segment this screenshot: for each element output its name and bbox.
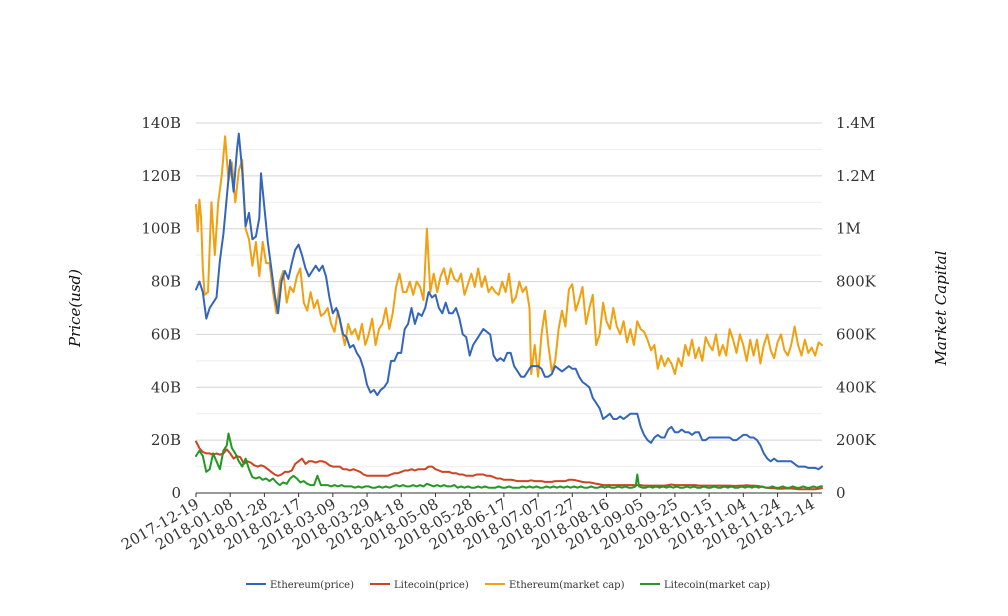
y-left-tick-label: 120B: [141, 167, 181, 185]
series-line-litecoin-market-cap: [195, 432, 823, 489]
y-axis-right-ticks: 0 200K 400K 600K 800K 1M 1.2M 1.4M: [836, 114, 877, 502]
y-left-tick-label: 0: [171, 484, 181, 502]
y-axis-right-title: Market Capital: [932, 250, 950, 366]
y-left-tick-label: 100B: [141, 220, 181, 238]
y-axis-left-title: Price(usd): [66, 269, 84, 348]
y-right-tick-label: 400K: [836, 378, 877, 396]
y-right-tick-label: 600K: [836, 325, 877, 343]
y-right-tick-label: 1M: [836, 220, 861, 238]
legend: Ethereum(price) Litecoin(price) Ethereum(m…: [246, 580, 770, 591]
legend-label: Ethereum(price): [270, 580, 354, 591]
y-left-tick-label: 60B: [151, 325, 181, 343]
y-axis-left-ticks: 0 20B 40B 60B 80B 100B 120B 140B: [141, 114, 181, 502]
y-left-tick-label: 80B: [151, 273, 181, 291]
y-right-tick-label: 1.2M: [836, 167, 875, 185]
y-right-tick-label: 800K: [836, 273, 877, 291]
y-left-tick-label: 20B: [151, 431, 181, 449]
x-axis-ticks: 2017-12-192018-01-082018-01-282018-02-17…: [118, 493, 818, 554]
series-line-ethereum-market-cap: [195, 135, 823, 378]
legend-label: Litecoin(price): [394, 580, 469, 591]
y-left-tick-label: 40B: [151, 378, 181, 396]
y-right-tick-label: 0: [836, 484, 846, 502]
series-line-ethereum-price: [195, 132, 823, 471]
legend-label: Litecoin(market cap): [664, 580, 770, 591]
grid: [196, 122, 822, 468]
legend-label: Ethereum(market cap): [509, 580, 625, 591]
series-line-litecoin-price: [195, 440, 823, 491]
y-right-tick-label: 1.4M: [836, 114, 875, 132]
series-lines: [195, 132, 823, 491]
y-left-tick-label: 140B: [141, 114, 181, 132]
y-right-tick-label: 200K: [836, 431, 877, 449]
